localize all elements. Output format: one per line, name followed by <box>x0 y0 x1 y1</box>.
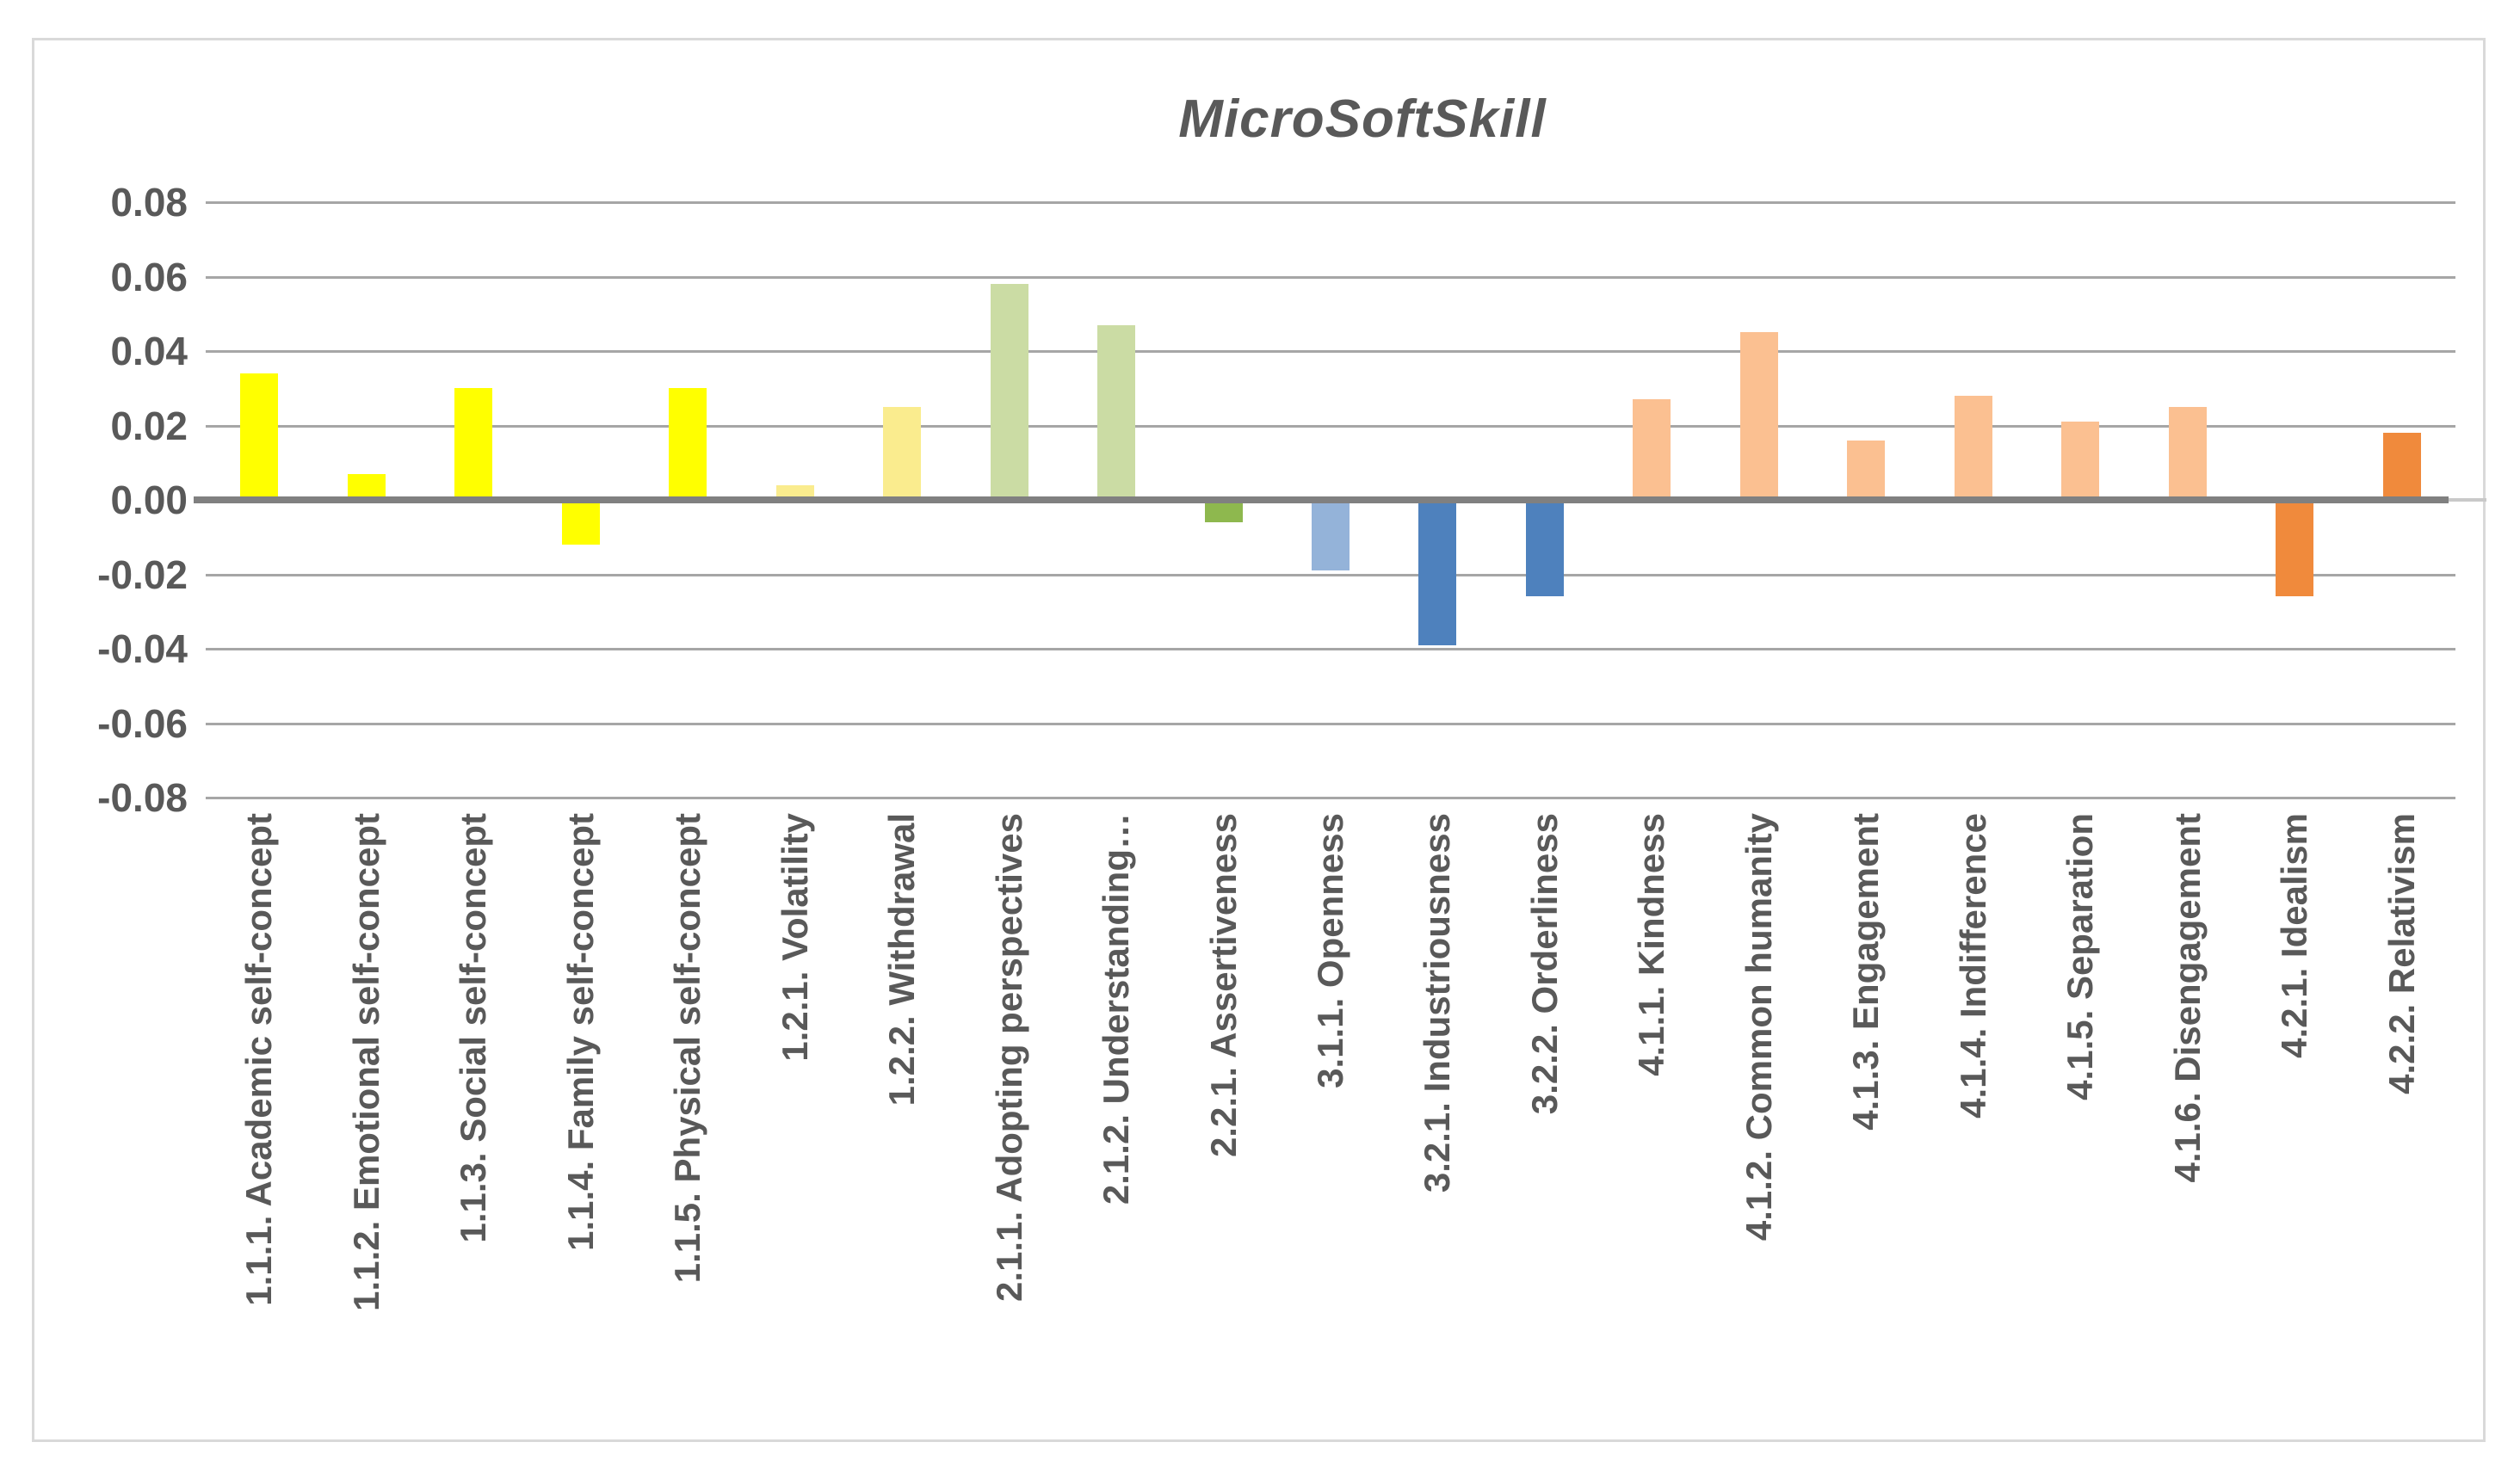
bar-17 <box>1954 395 1992 500</box>
x-category-label: 3.2.1. Industriousness <box>1417 813 1458 1193</box>
x-category-label: 3.1.1. Openness <box>1310 813 1350 1088</box>
bar-1 <box>240 373 279 500</box>
y-gridline <box>206 648 2455 650</box>
bar-5 <box>669 388 707 500</box>
x-category-label: 1.2.1. Volatility <box>774 813 815 1062</box>
x-category-label: 4.1.4. Indifference <box>1952 813 1993 1119</box>
bar-21 <box>2382 433 2421 500</box>
bar-16 <box>1847 440 1886 500</box>
bar-2 <box>347 473 386 500</box>
bar-11 <box>1312 500 1350 571</box>
y-axis-tick-label: 0.08 <box>110 180 188 225</box>
x-category-label: 1.1.1. Academic self-concept <box>238 813 280 1306</box>
y-axis-tick-label: -0.08 <box>97 775 188 820</box>
bar-13 <box>1525 500 1564 597</box>
bar-7 <box>883 406 922 500</box>
x-category-label: 1.1.3. Social self-concept <box>453 813 494 1243</box>
zero-axis-end-cap <box>2449 498 2486 502</box>
x-category-label: 2.2.1. Assertiveness <box>1202 813 1244 1158</box>
x-category-label: 1.2.2. Withdrawal <box>881 813 923 1106</box>
y-axis-tick-label: 0.04 <box>110 329 188 373</box>
x-category-label: 1.1.4. Family self-concept <box>559 813 601 1251</box>
x-category-label: 4.1.5. Separation <box>2060 813 2101 1100</box>
y-gridline <box>206 201 2455 204</box>
x-category-label: 1.1.2. Emotional self-concept <box>345 813 386 1311</box>
bar-10 <box>1204 500 1243 522</box>
y-gridline <box>206 722 2455 725</box>
bar-4 <box>561 500 600 545</box>
y-gridline <box>206 797 2455 799</box>
y-gridline <box>206 424 2455 428</box>
x-category-label: 4.1.6. Disengagement <box>2166 813 2208 1183</box>
bar-20 <box>2276 500 2314 597</box>
x-category-label: 4.2.2. Relativism <box>2381 813 2422 1094</box>
bar-12 <box>1418 500 1457 645</box>
y-axis-tick-label: 0.06 <box>110 254 188 299</box>
x-category-label: 4.1.1. Kindness <box>1631 813 1672 1076</box>
y-axis-tick-label: -0.06 <box>97 700 188 746</box>
x-category-label: 2.1.2. Understanding… <box>1096 813 1137 1205</box>
y-gridline <box>206 275 2455 279</box>
x-category-label: 1.1.5. Physical self-concept <box>667 813 708 1284</box>
y-gridline <box>206 350 2455 353</box>
bar-9 <box>1097 324 1136 500</box>
bar-18 <box>2061 422 2100 500</box>
y-axis-tick-label: 0.02 <box>110 403 188 448</box>
bar-3 <box>454 388 493 500</box>
y-axis-tick-label: 0.00 <box>110 478 188 522</box>
bar-15 <box>1739 332 1778 500</box>
bar-19 <box>2168 406 2207 500</box>
x-category-label: 4.2.1. Idealism <box>2274 813 2315 1058</box>
x-category-label: 4.1.3. Engagement <box>1845 813 1887 1131</box>
chart-title: MicroSoftSkill <box>1178 89 1547 149</box>
bar-14 <box>1633 399 1671 500</box>
y-gridline <box>206 573 2455 576</box>
x-category-label: 4.1.2. Common humanity <box>1738 813 1779 1242</box>
chart-frame: MicroSoftSkill 0.08 0.06 0.04 0.02 0.00 -0.02… <box>32 38 2486 1442</box>
y-axis-tick-label: -0.02 <box>97 552 188 597</box>
x-category-label: 3.2.2. Orderliness <box>1523 813 1565 1115</box>
x-category-label: 2.1.1. Adopting perspectives <box>988 813 1029 1302</box>
bar-6 <box>775 484 814 500</box>
y-axis-tick-label: -0.04 <box>97 626 188 671</box>
zero-axis-line <box>194 496 2449 503</box>
bar-8 <box>990 284 1028 500</box>
